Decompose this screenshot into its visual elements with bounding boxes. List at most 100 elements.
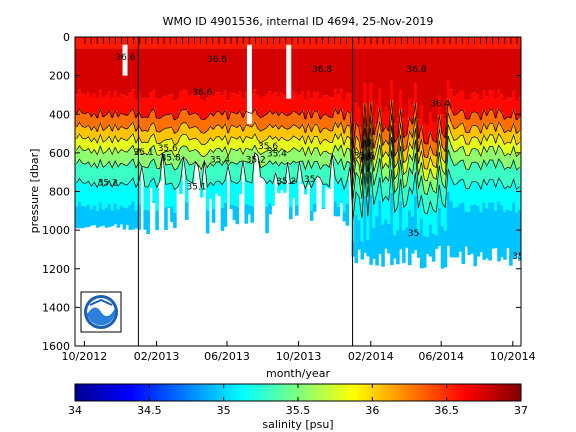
field-cell bbox=[318, 144, 323, 156]
field-cell bbox=[405, 171, 409, 186]
field-cell bbox=[333, 201, 338, 217]
field-cell bbox=[268, 160, 272, 180]
field-cell bbox=[232, 162, 237, 183]
field-cell bbox=[202, 100, 207, 120]
field-cell bbox=[116, 130, 121, 142]
colorbar: 34 34.5 35 35.5 36 36.5 37 bbox=[68, 383, 528, 417]
field-cell bbox=[336, 206, 341, 217]
field-cell bbox=[330, 117, 335, 132]
field-cell bbox=[455, 37, 460, 49]
field-cell bbox=[488, 123, 492, 135]
field-cell bbox=[110, 187, 115, 211]
field-cell bbox=[244, 136, 249, 149]
field-cell bbox=[306, 135, 311, 148]
field-cell bbox=[161, 116, 165, 130]
field-cell bbox=[357, 48, 362, 108]
field-cell bbox=[104, 207, 109, 228]
field-cell bbox=[449, 37, 454, 49]
field-cell bbox=[464, 48, 469, 100]
field-cell bbox=[315, 147, 320, 162]
field-cell bbox=[422, 179, 427, 194]
field-cell bbox=[354, 103, 359, 123]
field-cell bbox=[155, 154, 159, 169]
field-cell bbox=[425, 194, 430, 214]
field-cell bbox=[226, 48, 231, 101]
field-cell bbox=[86, 125, 91, 137]
data-gap bbox=[246, 44, 252, 124]
field-cell bbox=[503, 212, 507, 260]
field-cell bbox=[518, 142, 521, 154]
field-cell bbox=[309, 48, 314, 99]
field-cell bbox=[458, 37, 463, 49]
field-cell bbox=[324, 127, 329, 140]
field-cell bbox=[265, 48, 269, 95]
field-cell bbox=[434, 156, 439, 168]
field-cell bbox=[419, 125, 424, 139]
field-cell bbox=[405, 159, 409, 172]
field-cell bbox=[199, 48, 204, 100]
field-cell bbox=[449, 145, 454, 159]
field-cell bbox=[298, 115, 302, 129]
field-cell bbox=[140, 48, 144, 99]
field-cell bbox=[238, 111, 243, 125]
field-cell bbox=[289, 37, 293, 49]
field-cell bbox=[199, 144, 204, 156]
field-cell bbox=[283, 95, 287, 115]
field-cell bbox=[274, 92, 278, 112]
field-cell bbox=[390, 192, 394, 266]
field-cell bbox=[416, 152, 421, 164]
field-cell bbox=[146, 117, 150, 132]
field-cell bbox=[428, 182, 433, 202]
field-cell bbox=[333, 89, 338, 109]
field-cell bbox=[152, 178, 156, 202]
field-cell bbox=[372, 185, 376, 205]
field-cell bbox=[80, 149, 85, 164]
field-cell bbox=[410, 37, 415, 49]
field-cell bbox=[259, 168, 263, 177]
field-cell bbox=[470, 48, 475, 94]
field-cell bbox=[98, 134, 103, 147]
field-cell bbox=[446, 149, 451, 169]
field-cell bbox=[155, 210, 159, 231]
field-cell bbox=[399, 37, 403, 49]
field-cell bbox=[155, 143, 159, 155]
field-cell bbox=[419, 48, 424, 107]
field-cell bbox=[452, 115, 457, 129]
field-cell bbox=[408, 98, 412, 118]
field-cell bbox=[286, 129, 290, 141]
field-cell bbox=[479, 100, 483, 120]
field-cell bbox=[265, 94, 269, 115]
field-cell bbox=[491, 160, 495, 180]
field-cell bbox=[235, 139, 240, 151]
field-cell bbox=[104, 151, 109, 166]
field-cell bbox=[104, 48, 109, 96]
field-cell bbox=[327, 117, 332, 131]
field-cell bbox=[164, 184, 168, 208]
field-cell bbox=[149, 37, 153, 49]
field-cell bbox=[327, 130, 332, 143]
field-cell bbox=[137, 111, 142, 126]
field-cell bbox=[458, 160, 463, 181]
field-cell bbox=[509, 118, 513, 132]
field-cell bbox=[226, 100, 231, 120]
field-cell bbox=[419, 175, 424, 195]
field-cell bbox=[375, 193, 379, 217]
field-cell bbox=[405, 48, 409, 116]
field-cell bbox=[357, 163, 362, 178]
field-cell bbox=[428, 145, 433, 158]
field-cell bbox=[250, 127, 254, 139]
field-cell bbox=[390, 150, 394, 170]
field-cell bbox=[324, 151, 329, 165]
field-cell bbox=[223, 110, 228, 124]
field-cell bbox=[182, 109, 186, 123]
field-cell bbox=[312, 203, 317, 212]
field-cell bbox=[167, 95, 171, 115]
field-cell bbox=[247, 205, 252, 215]
colorbar-tick-label: 35.5 bbox=[286, 404, 311, 417]
field-cell bbox=[271, 114, 275, 128]
x-tick-label: 10/2014 bbox=[490, 350, 536, 363]
field-cell bbox=[387, 111, 391, 132]
y-tick-label: 200 bbox=[49, 70, 70, 83]
field-cell bbox=[416, 48, 421, 120]
field-cell bbox=[158, 155, 162, 169]
